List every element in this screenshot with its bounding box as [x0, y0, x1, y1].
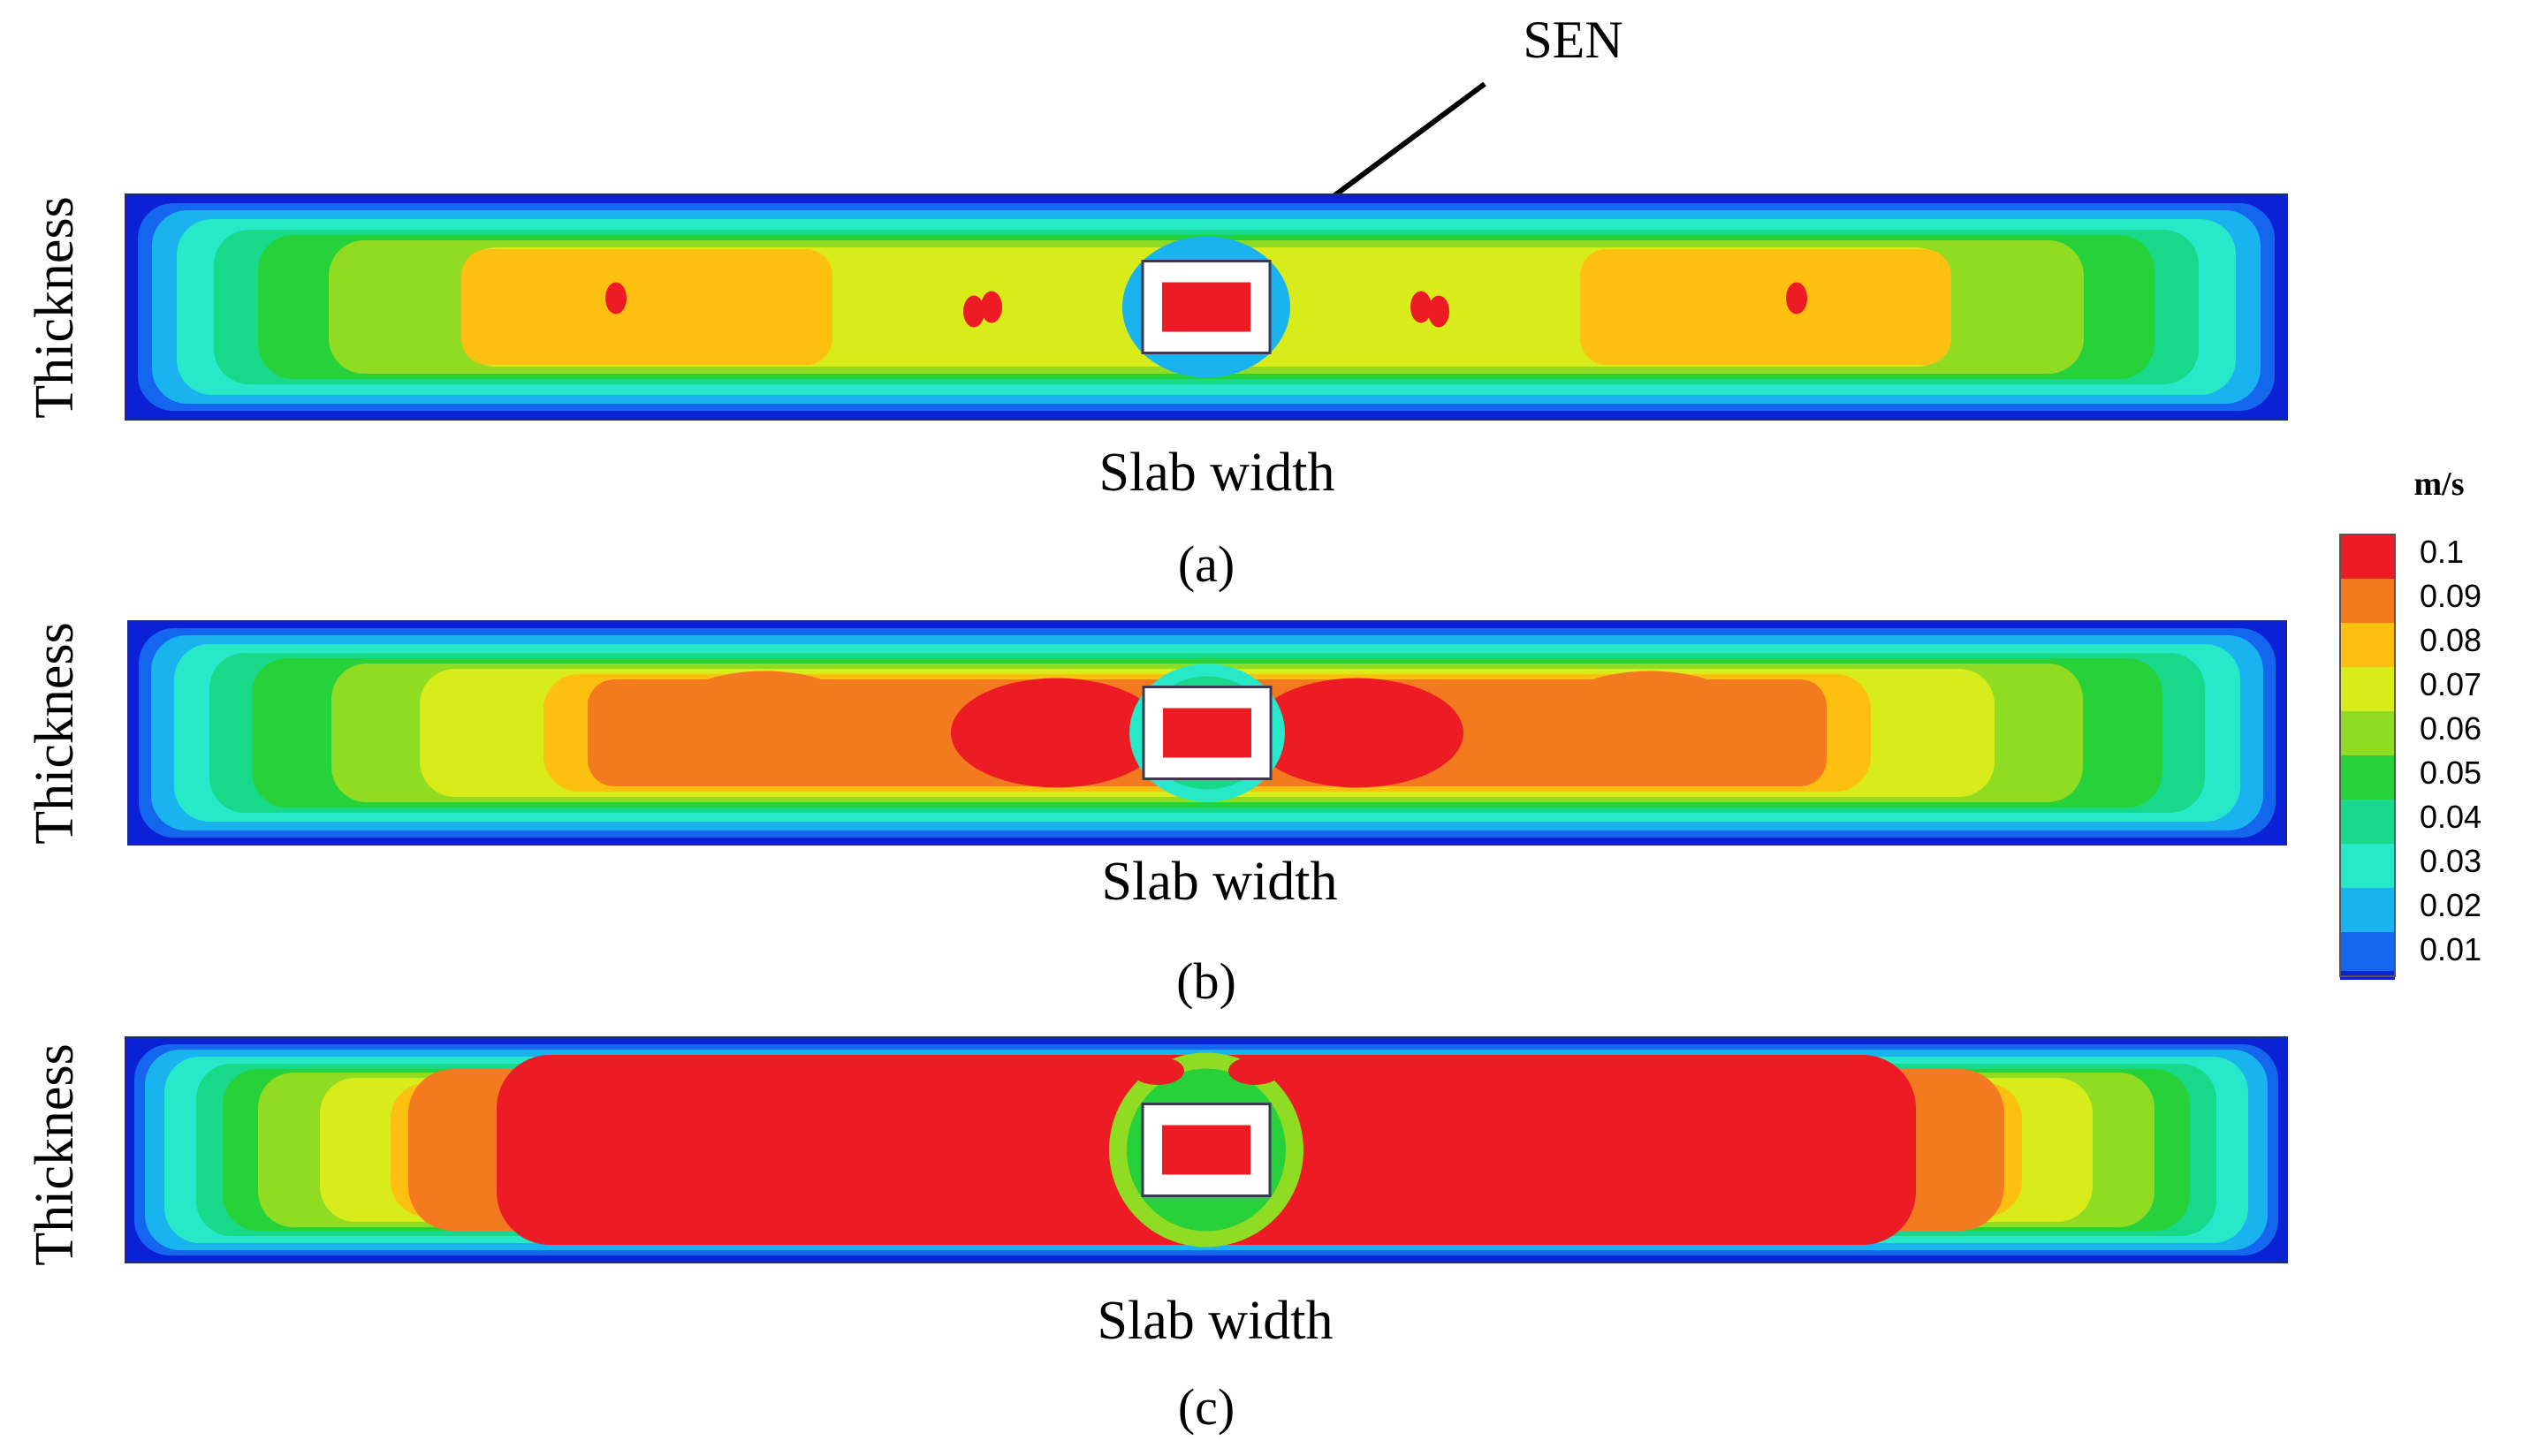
contour-hotspot [981, 291, 1002, 323]
contour-hot-arc [1131, 1057, 1184, 1085]
contour-band [461, 249, 832, 365]
colorbar-tick-label: 0.03 [2420, 843, 2481, 879]
panel-c: Thickness Slab width (c) [25, 1036, 2288, 1436]
colorbar-tick-label: 0.07 [2420, 666, 2481, 702]
panel-a: Thickness Slab width (a) [25, 193, 2288, 593]
sen-jet-core [1162, 1125, 1250, 1175]
colorbar-tick-label: 0.09 [2420, 578, 2481, 614]
colorbar-swatch [2340, 755, 2395, 800]
thickness-label-b: Thickness [25, 622, 85, 844]
panel-b: Thickness Slab width (b) [25, 620, 2287, 1010]
contour-plume [667, 671, 862, 760]
caption-c: (c) [1178, 1378, 1235, 1436]
colorbar-tick-label: 0.02 [2420, 887, 2481, 923]
contour-hot-lobe [1251, 678, 1463, 788]
contour-map-b [127, 620, 2287, 846]
contour-map-c [125, 1036, 2288, 1263]
slab-width-label-a: Slab width [1099, 443, 1335, 503]
contour-hotspot [1786, 282, 1807, 315]
caption-a: (a) [1178, 535, 1235, 593]
colorbar-swatch [2340, 932, 2395, 976]
contour-frame [125, 193, 2288, 421]
caption-b: (b) [1176, 952, 1236, 1010]
colorbar-swatch [2340, 888, 2395, 932]
thickness-label-a: Thickness [25, 196, 85, 418]
contour-plume [1553, 671, 1747, 760]
colorbar-swatches: 0.1 0.09 0.08 0.07 0.06 0.05 0.04 0.03 0.02 0.01 [2339, 534, 2481, 980]
colorbar-tick-label: 0.06 [2420, 710, 2481, 747]
colorbar-tick-label: 0.04 [2420, 799, 2481, 835]
contour-hotspot [963, 295, 984, 328]
colorbar-legend: m/s 0.10.090.080.070.060.050.040.030.020… [2339, 466, 2481, 980]
slab-width-label-b: Slab width [1102, 852, 1338, 912]
sen-jet-core [1162, 282, 1250, 332]
sen-label: SEN [1523, 11, 1623, 69]
colorbar-unit: m/s [2414, 466, 2465, 503]
contour-hotspot [1410, 291, 1432, 323]
contour-frame [127, 620, 2287, 846]
slab-width-label-c: Slab width [1098, 1291, 1334, 1351]
colorbar-tick-label: 0.08 [2420, 622, 2481, 658]
contour-band [1580, 249, 1951, 365]
colorbar-swatch [2340, 800, 2395, 844]
colorbar-swatch [2340, 667, 2395, 711]
colorbar-swatch [2340, 535, 2395, 579]
colorbar-tick-label: 0.05 [2420, 755, 2481, 791]
thickness-label-c: Thickness [25, 1043, 85, 1265]
contour-map-a [125, 193, 2288, 421]
colorbar-swatch [2340, 579, 2395, 623]
colorbar-tick-label: 0.01 [2420, 931, 2481, 967]
colorbar-tick-label: 0.1 [2420, 534, 2464, 570]
contour-frame [125, 1036, 2288, 1263]
colorbar-swatch [2340, 844, 2395, 888]
contour-hot-lobe [951, 678, 1163, 788]
colorbar-swatch [2340, 623, 2395, 667]
contour-hotspot [605, 282, 627, 315]
colorbar-swatch [2340, 711, 2395, 755]
contour-hotspot [1428, 295, 1449, 328]
contour-hot-arc [1228, 1057, 1281, 1085]
colorbar-frame [2339, 534, 2396, 977]
sen-jet-core [1163, 708, 1251, 758]
